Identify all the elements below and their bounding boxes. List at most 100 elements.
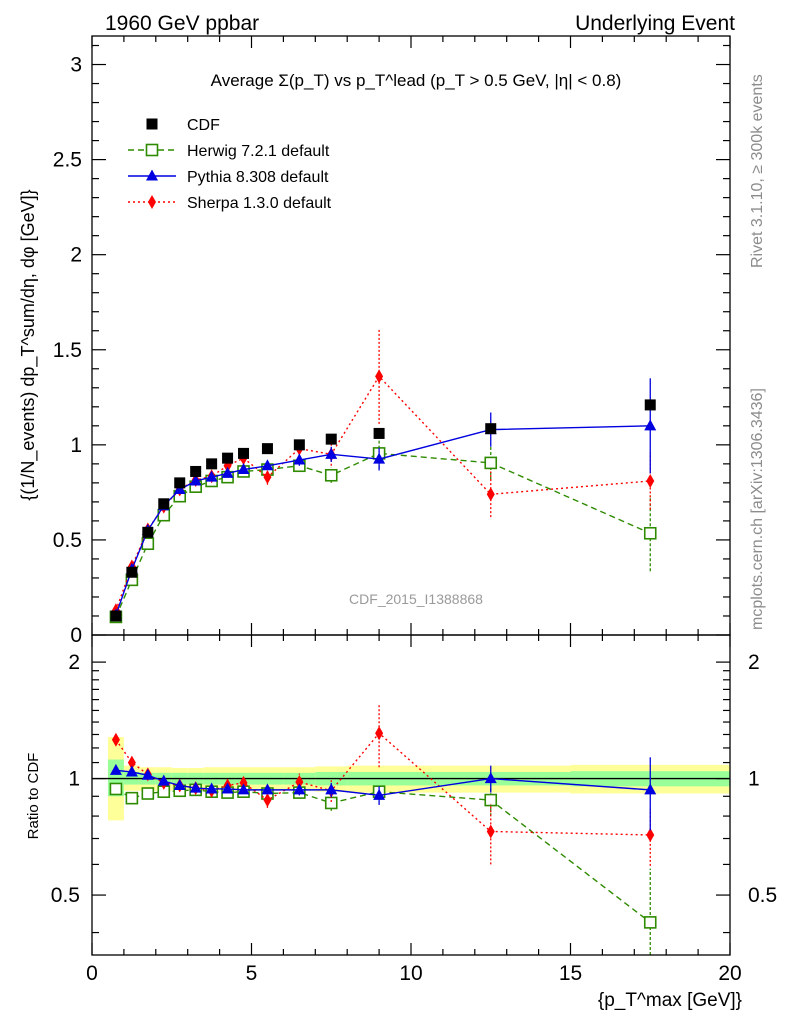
x-tick-label: 0 xyxy=(86,962,98,985)
ratio-pythia-point xyxy=(261,783,274,795)
ratio-pythia-point xyxy=(237,783,250,795)
ratio-herwig-line xyxy=(115,788,651,923)
ratio-herwig-point xyxy=(484,793,498,807)
ratio-frame xyxy=(91,634,731,956)
main-y-tick-label: 1.5 xyxy=(53,339,82,362)
ratio-pythia-point xyxy=(141,768,154,780)
main-cdf-point xyxy=(142,526,154,538)
main-herwig-point xyxy=(643,526,657,540)
x-tick-label: 5 xyxy=(246,962,258,985)
main-cdf-point xyxy=(261,443,273,455)
main-y-tick-label: 3 xyxy=(70,54,82,77)
main-sherpa-point xyxy=(486,487,495,502)
ratio-y-tick-label: 0.5 xyxy=(51,884,80,907)
ratio-pythia-point xyxy=(125,765,138,777)
legend-label-pythia: Pythia 8.308 default xyxy=(187,169,329,186)
main-y-tick-label: 0.5 xyxy=(53,529,82,552)
legend-label-herwig: Herwig 7.2.1 default xyxy=(187,143,330,160)
main-title: Average Σ(p_T) vs p_T^lead (p_T > 0.5 Ge… xyxy=(211,71,622,90)
main-cdf-point xyxy=(222,452,234,464)
main-sherpa-point xyxy=(646,473,655,488)
main-sherpa-point xyxy=(263,470,272,485)
header-right: Underlying Event xyxy=(575,12,735,35)
main-y-tick-label: 1 xyxy=(70,434,82,457)
legend-marker-herwig xyxy=(145,143,159,157)
main-pythia-point xyxy=(373,452,386,464)
main-y-tick-label: 2.5 xyxy=(53,149,82,172)
main-cdf-point xyxy=(325,433,337,445)
ratio-pythia-point xyxy=(173,778,186,790)
main-cdf-point xyxy=(644,399,656,411)
ratio-y-tick-label-right: 1 xyxy=(748,768,760,791)
main-cdf-point xyxy=(174,477,186,489)
ratio-sherpa-point xyxy=(239,775,248,790)
ratio-sherpa-point xyxy=(111,732,120,747)
ratio-pythia-point xyxy=(221,782,234,794)
main-pythia-point xyxy=(644,419,657,431)
ratio-herwig-point xyxy=(324,796,338,810)
analysis-watermark: CDF_2015_I1388868 xyxy=(349,591,483,607)
ratio-pythia-point xyxy=(325,783,338,795)
ratio-pythia-point xyxy=(293,783,306,795)
ratio-herwig-point xyxy=(643,916,657,929)
main-cdf-point xyxy=(190,465,202,477)
ratio-y-tick-label-right: 0.5 xyxy=(748,884,777,907)
main-cdf-point xyxy=(126,566,138,578)
ratio-herwig-point xyxy=(141,787,155,800)
ratio-sherpa-point xyxy=(263,793,272,808)
ratio-y-tick-label-right: 2 xyxy=(748,651,760,674)
main-cdf-point xyxy=(158,498,170,510)
main-panel: 0 0.5 1 1.5 2 2.5 3 xyxy=(53,35,731,647)
ratio-sherpa-point xyxy=(127,755,136,770)
main-pythia-point xyxy=(221,466,234,478)
main-pythia-point xyxy=(189,474,202,486)
main-cdf-point xyxy=(206,458,218,470)
legend: CDF Herwig 7.2.1 default Pythia 8.308 defa… xyxy=(128,117,332,212)
main-cdf-point xyxy=(373,427,385,439)
ratio-pythia-point xyxy=(205,782,218,794)
main-pythia-point xyxy=(237,463,250,475)
ratio-pythia-point xyxy=(373,788,386,800)
main-y-tick-label: 0 xyxy=(70,624,82,647)
main-pythia-point xyxy=(261,459,274,471)
main-sherpa-line xyxy=(115,375,651,611)
main-herwig-point xyxy=(324,468,338,482)
ratio-herwig-point xyxy=(125,791,139,805)
x-tick-label: 15 xyxy=(559,962,582,985)
main-pythia-point xyxy=(205,470,218,482)
ratio-pythia-point xyxy=(109,763,122,775)
main-herwig-point xyxy=(484,456,498,470)
ratio-pythia-point xyxy=(189,781,202,793)
ratio-pythia-point xyxy=(484,772,497,784)
ratio-y-tick-label: 1 xyxy=(68,768,80,791)
main-cdf-point xyxy=(293,439,305,451)
legend-marker-pythia xyxy=(146,169,158,181)
ratio-sherpa-point xyxy=(295,774,304,789)
legend-label-cdf: CDF xyxy=(187,117,220,134)
main-ylabel: {(1/N_events) dp_T^sum/dη, dφ [GeV]} xyxy=(18,189,39,500)
ratio-pythia-point xyxy=(644,783,657,795)
ratio-sherpa-point xyxy=(646,827,655,842)
x-tick-label: 10 xyxy=(399,962,422,985)
ratio-y-tick-label: 2 xyxy=(68,651,80,674)
ratio-herwig-point xyxy=(109,782,123,796)
legend-marker-cdf xyxy=(146,118,158,130)
main-pythia-point xyxy=(173,483,186,495)
ratio-panel: 0 5 10 15 20 0.5 0.5 1 1 2 2 xyxy=(51,634,777,985)
main-pythia-point xyxy=(293,453,306,465)
main-cdf-point xyxy=(110,610,122,622)
ratio-ylabel: Ratio to CDF xyxy=(25,753,42,840)
legend-marker-sherpa xyxy=(148,195,156,209)
rivet-note: Rivet 3.1.10, ≥ 300k events xyxy=(749,74,766,268)
ratio-pythia-point xyxy=(157,774,170,786)
main-cdf-point xyxy=(485,423,497,435)
main-pythia-point xyxy=(325,447,338,459)
main-cdf-point xyxy=(238,447,250,459)
header-left: 1960 GeV ppbar xyxy=(105,12,259,35)
ratio-sherpa-point xyxy=(486,824,495,839)
ratio-xlabel: {p_T^max [GeV]} xyxy=(598,990,742,1011)
x-tick-label: 20 xyxy=(718,962,741,985)
main-y-tick-label: 2 xyxy=(70,244,82,267)
main-sherpa-point xyxy=(375,369,384,384)
